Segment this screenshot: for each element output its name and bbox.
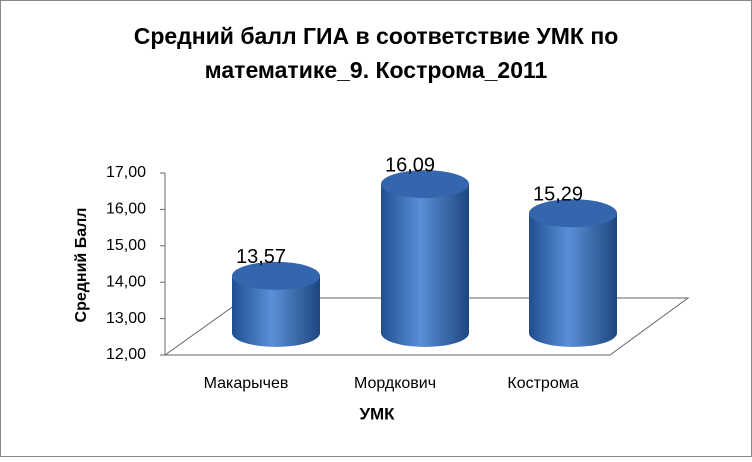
value-label: 16,09 [385,154,435,176]
chart-title: Средний балл ГИА в соответствие УМК по [134,23,619,49]
bar-top [529,199,617,228]
y-tick-label: 12,00 [106,346,146,363]
x-tick-label: Мордкович [354,375,436,392]
bar-top [381,170,469,199]
y-tick-label: 13,00 [106,310,146,327]
y-tick-label: 17,00 [106,164,146,181]
bar [232,275,320,347]
chart-title: математике_9. Кострома_2011 [205,57,548,83]
bar [529,213,617,347]
value-label: 15,29 [533,184,583,206]
x-tick-label: Макарычев [204,375,289,392]
x-tick-label: Кострома [507,375,578,392]
y-axis-label: Средний Балл [73,208,90,323]
bar [381,184,469,347]
y-tick-label: 14,00 [106,273,146,290]
bar-top [232,261,320,290]
value-label: 13,57 [236,246,286,268]
floor [163,297,690,356]
y-tick-label: 16,00 [106,201,146,218]
y-tick-label: 15,00 [106,237,146,254]
x-axis-label: УМК [359,404,395,423]
